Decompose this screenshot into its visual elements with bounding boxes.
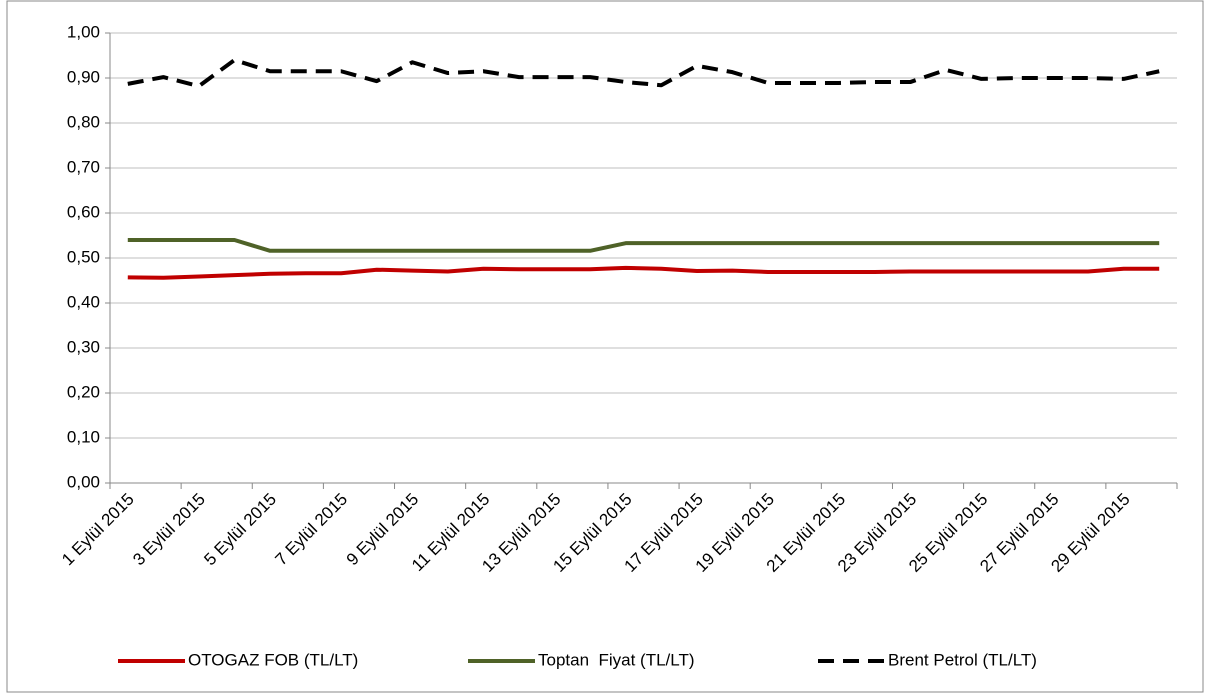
series-line — [127, 238, 1160, 253]
y-tick-label: 0,80 — [67, 112, 100, 131]
y-tick-label: 0,50 — [67, 247, 100, 266]
legend-label: OTOGAZ FOB (TL/LT) — [188, 650, 358, 669]
x-tick-label: 9 Eylül 2015 — [343, 490, 423, 570]
series-line — [127, 265, 1160, 280]
x-tick-label: 5 Eylül 2015 — [200, 490, 280, 570]
y-tick-label: 0,30 — [67, 337, 100, 356]
y-tick-label: 1,00 — [67, 22, 100, 41]
y-tick-label: 0,20 — [67, 382, 100, 401]
y-tick-label: 0,70 — [67, 157, 100, 176]
y-tick-label: 0,00 — [67, 472, 100, 491]
legend-label: Brent Petrol (TL/LT) — [888, 650, 1037, 669]
chart-frame — [6, 0, 1204, 693]
y-tick-label: 0,60 — [67, 202, 100, 221]
y-tick-label: 0,90 — [67, 67, 100, 86]
y-tick-label: 0,40 — [67, 292, 100, 311]
y-tick-label: 0,10 — [67, 427, 100, 446]
x-tick-label: 7 Eylül 2015 — [272, 490, 352, 570]
x-tick-label: 1 Eylül 2015 — [58, 490, 138, 570]
x-tick-label: 3 Eylül 2015 — [129, 490, 209, 570]
series-line — [127, 58, 1160, 89]
legend-label: Toptan Fiyat (TL/LT) — [538, 650, 695, 669]
